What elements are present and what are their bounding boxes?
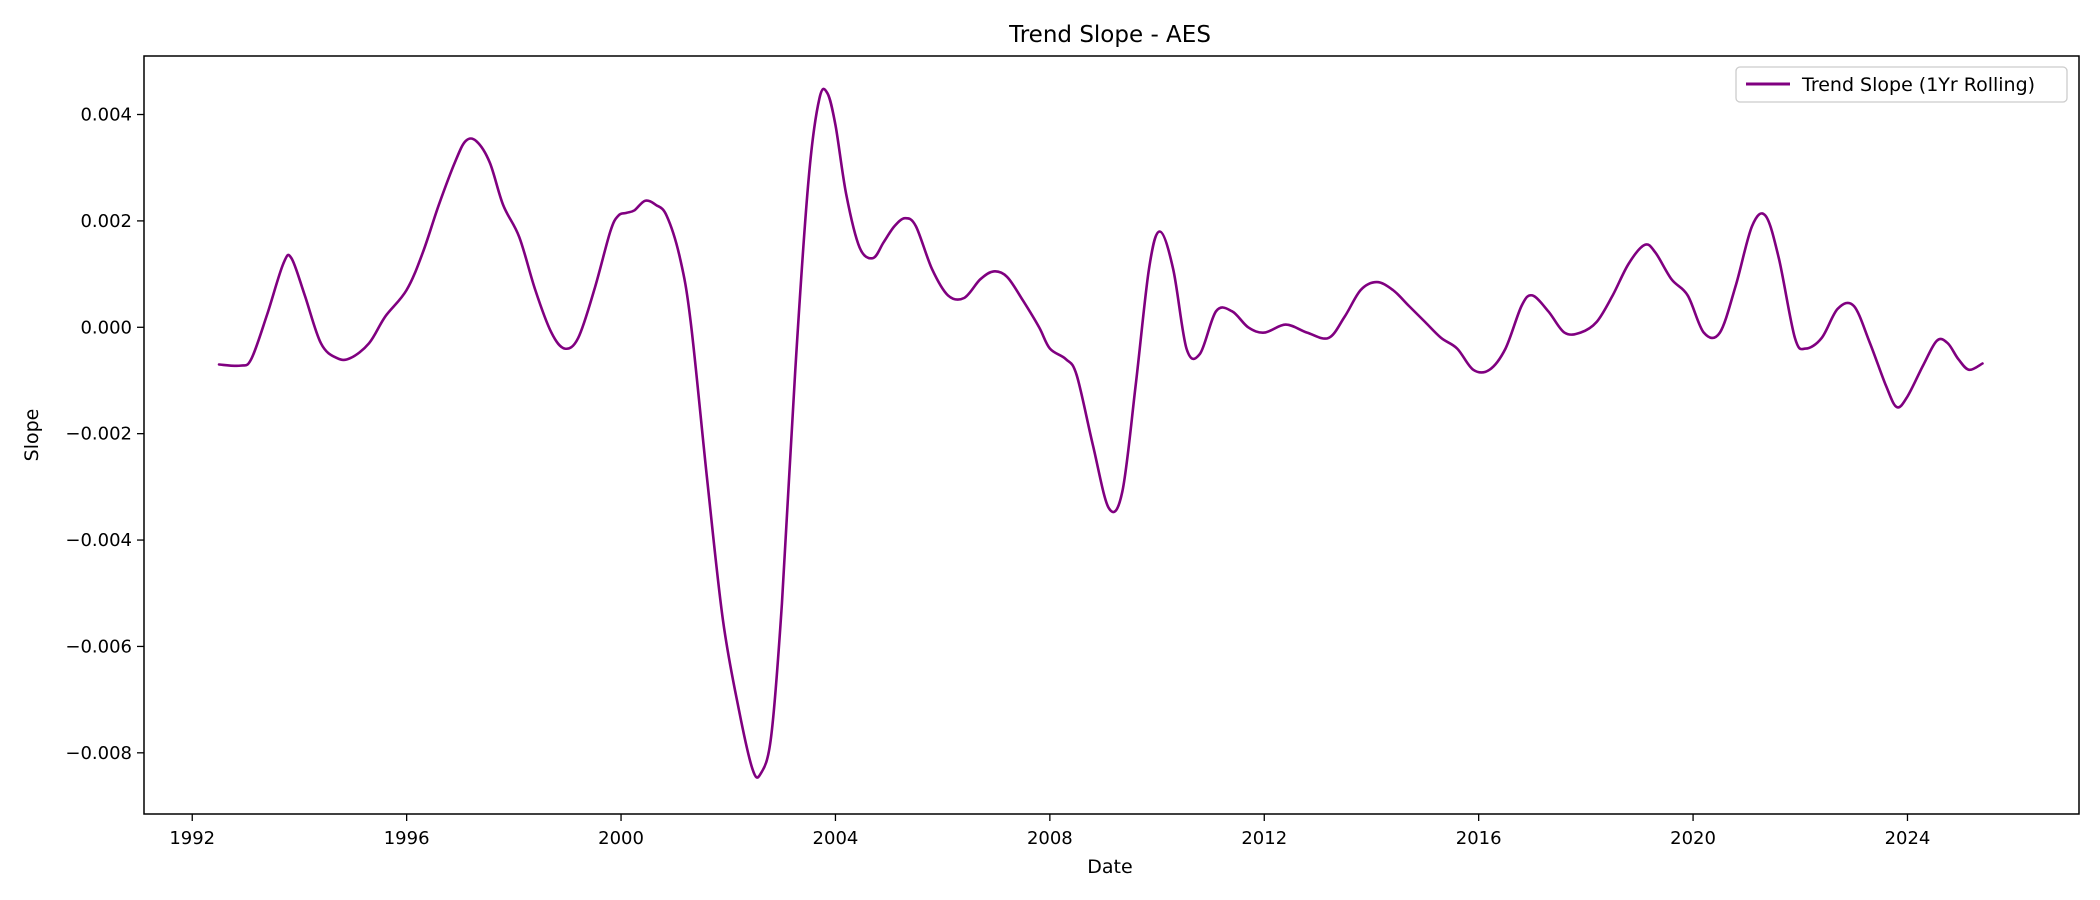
x-tick-label: 2008 xyxy=(1027,828,1073,849)
y-tick-label: −0.002 xyxy=(65,424,132,445)
x-tick-label: 2004 xyxy=(813,828,859,849)
y-tick-label: −0.004 xyxy=(65,530,132,551)
x-tick-label: 2000 xyxy=(598,828,644,849)
x-tick-label: 1992 xyxy=(169,828,215,849)
y-axis: 0.004 0.002 0.000 −0.002 −0.004 −0.006 −0.008 xyxy=(65,105,144,764)
chart-title: Trend Slope - AES xyxy=(1008,22,1211,48)
y-axis-label: Slope xyxy=(21,409,43,462)
plot-frame xyxy=(143,55,2080,815)
legend-box xyxy=(1735,66,2068,103)
y-tick-label: −0.008 xyxy=(65,743,132,764)
x-tick-label: 2020 xyxy=(1670,828,1716,849)
y-tick-label: −0.006 xyxy=(65,636,132,657)
x-tick-label: 2012 xyxy=(1241,828,1287,849)
y-tick-label: 0.002 xyxy=(80,211,132,232)
x-axis: 1992 1996 2000 2004 2008 2012 2016 2020 2024 xyxy=(169,814,1930,849)
x-axis-label: Date xyxy=(1087,856,1132,878)
y-tick-label: 0.004 xyxy=(80,105,132,126)
y-tick-label: 0.000 xyxy=(80,317,132,338)
x-tick-label: 1996 xyxy=(384,828,430,849)
x-tick-label: 2016 xyxy=(1456,828,1502,849)
plot-area xyxy=(217,87,1984,779)
x-tick-label: 2024 xyxy=(1885,828,1931,849)
series-line-0 xyxy=(217,87,1984,779)
legend: Trend Slope (1Yr Rolling) xyxy=(1735,66,2068,103)
legend-label: Trend Slope (1Yr Rolling) xyxy=(1801,74,2035,96)
